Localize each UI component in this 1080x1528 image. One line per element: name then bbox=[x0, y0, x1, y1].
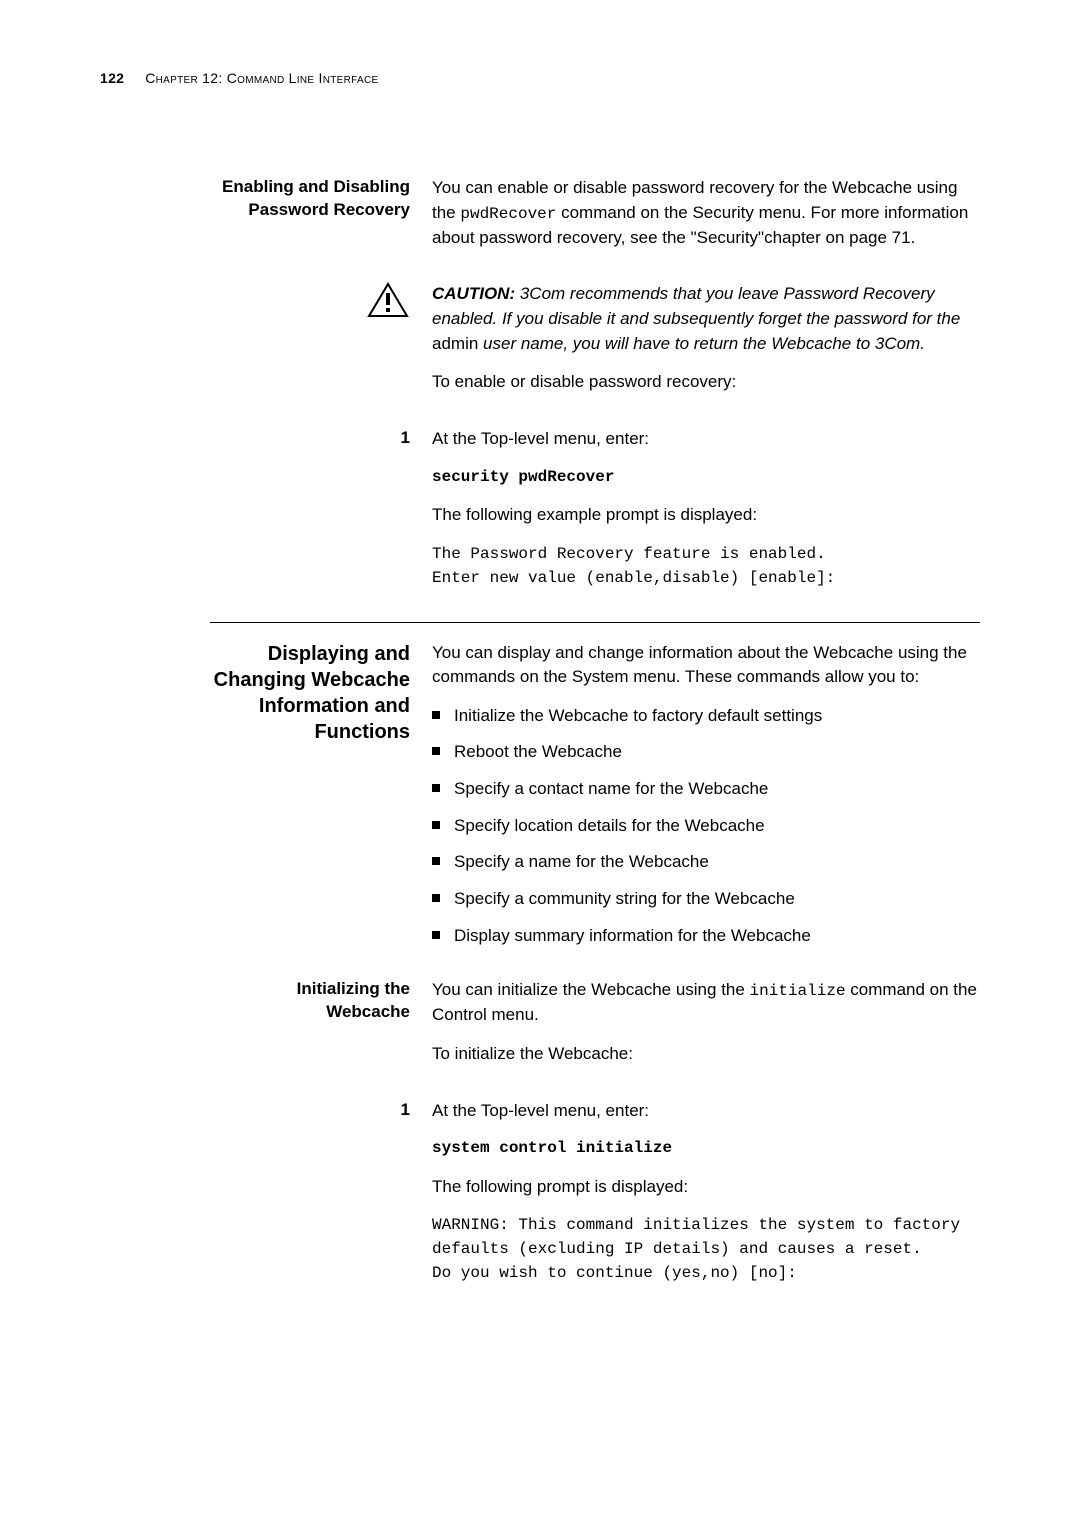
section2-intro: You can display and change information a… bbox=[432, 641, 980, 690]
step1-output: The Password Recovery feature is enabled… bbox=[432, 542, 980, 590]
bullet-icon bbox=[432, 747, 440, 755]
bullet-icon bbox=[432, 821, 440, 829]
bullet-icon bbox=[432, 711, 440, 719]
list-item: Specify a contact name for the Webcache bbox=[432, 777, 980, 802]
chapter-title: Chapter 12: Command Line Interface bbox=[145, 70, 378, 86]
step-number-1: 1 bbox=[210, 427, 410, 603]
page-content: Enabling and Disabling Password Recovery… bbox=[210, 176, 980, 1299]
bullet-icon bbox=[432, 857, 440, 865]
step2-text: At the Top-level menu, enter: bbox=[432, 1099, 980, 1124]
caution-text-block: CAUTION: 3Com recommends that you leave … bbox=[432, 282, 980, 409]
body-initializing: You can initialize the Webcache using th… bbox=[432, 978, 980, 1080]
list-item: Reboot the Webcache bbox=[432, 740, 980, 765]
list-item: Specify a community string for the Webca… bbox=[432, 887, 980, 912]
step-block-1: 1 At the Top-level menu, enter: security… bbox=[210, 427, 980, 603]
bullet-icon bbox=[432, 894, 440, 902]
bullet-icon bbox=[432, 784, 440, 792]
code-pwdrecover: pwdRecover bbox=[460, 205, 556, 223]
caution-paragraph: CAUTION: 3Com recommends that you leave … bbox=[432, 282, 980, 356]
intro-paragraph: You can enable or disable password recov… bbox=[432, 176, 980, 250]
section-divider bbox=[210, 622, 980, 623]
section3-intro: You can initialize the Webcache using th… bbox=[432, 978, 980, 1028]
body-password-recovery: You can enable or disable password recov… bbox=[432, 176, 980, 264]
body-displaying: You can display and change information a… bbox=[432, 641, 980, 961]
page-header: 122 Chapter 12: Command Line Interface bbox=[100, 70, 980, 86]
section-password-recovery: Enabling and Disabling Password Recovery… bbox=[210, 176, 980, 264]
step2-result-label: The following prompt is displayed: bbox=[432, 1175, 980, 1200]
step-block-2: 1 At the Top-level menu, enter: system c… bbox=[210, 1099, 980, 1299]
page-number: 122 bbox=[100, 70, 124, 86]
sidebar-heading-password-recovery: Enabling and Disabling Password Recovery bbox=[210, 176, 410, 264]
section-displaying-changing: Displaying and Changing Webcache Informa… bbox=[210, 641, 980, 961]
step-number-2: 1 bbox=[210, 1099, 410, 1299]
list-item: Specify location details for the Webcach… bbox=[432, 814, 980, 839]
step-body-2: At the Top-level menu, enter: system con… bbox=[432, 1099, 980, 1299]
code-initialize: initialize bbox=[750, 982, 846, 1000]
bullet-list: Initialize the Webcache to factory defau… bbox=[432, 704, 980, 948]
caution-icon bbox=[366, 282, 410, 325]
step1-text: At the Top-level menu, enter: bbox=[432, 427, 980, 452]
list-item: Initialize the Webcache to factory defau… bbox=[432, 704, 980, 729]
step2-output: WARNING: This command initializes the sy… bbox=[432, 1213, 980, 1285]
section3-pre: To initialize the Webcache: bbox=[432, 1042, 980, 1067]
step1-result-label: The following example prompt is displaye… bbox=[432, 503, 980, 528]
sidebar-heading-displaying: Displaying and Changing Webcache Informa… bbox=[210, 641, 410, 961]
enable-intro: To enable or disable password recovery: bbox=[432, 370, 980, 395]
step-body-1: At the Top-level menu, enter: security p… bbox=[432, 427, 980, 603]
section-initializing: Initializing the Webcache You can initia… bbox=[210, 978, 980, 1080]
caution-block: CAUTION: 3Com recommends that you leave … bbox=[210, 282, 980, 409]
list-item: Specify a name for the Webcache bbox=[432, 850, 980, 875]
list-item: Display summary information for the Webc… bbox=[432, 924, 980, 949]
sidebar-heading-initializing: Initializing the Webcache bbox=[210, 978, 410, 1080]
bullet-icon bbox=[432, 931, 440, 939]
step2-command: system control initialize bbox=[432, 1137, 980, 1160]
step1-command: security pwdRecover bbox=[432, 466, 980, 489]
